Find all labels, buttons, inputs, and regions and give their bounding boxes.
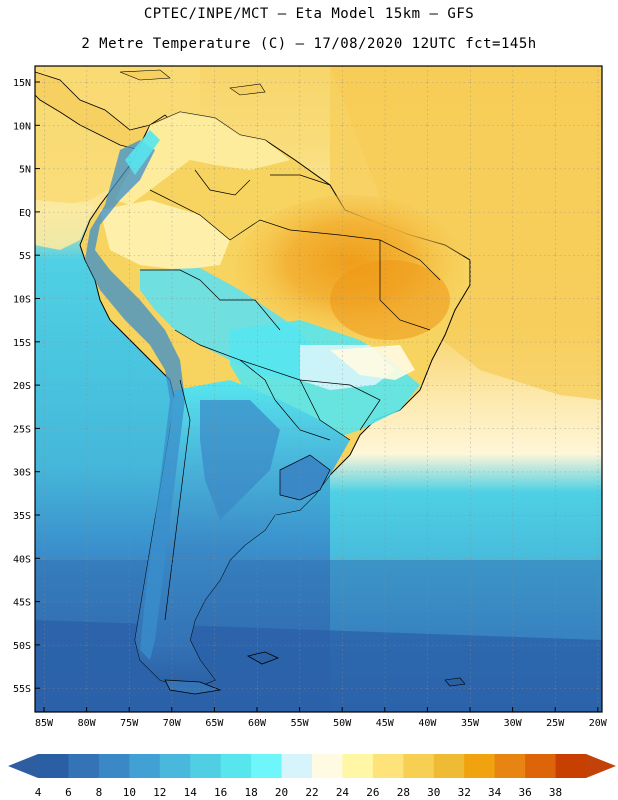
lon-tick-label: 80W — [78, 718, 97, 729]
lat-tick-label: 10S — [13, 295, 31, 306]
colorbar: 4 6 8 10 12 14 16 18 20 22 24 26 28 30 32 34 36 38 — [8, 754, 616, 799]
lat-tick-label: 25S — [13, 424, 31, 435]
lat-tick-label: 55S — [13, 684, 31, 695]
title-line-2: 2 Metre Temperature (C) – 17/08/2020 12U… — [81, 36, 537, 52]
colorbar-label: 28 — [397, 786, 410, 799]
colorbar-label: 22 — [305, 786, 318, 799]
map-plot-area — [35, 66, 602, 712]
colorbar-swatch — [403, 754, 435, 778]
colorbar-swatch — [159, 754, 191, 778]
lat-tick-label: 20S — [13, 381, 31, 392]
lat-tick-label: 50S — [13, 641, 31, 652]
lat-tick-label: 45S — [13, 598, 31, 609]
lon-tick-label: 60W — [248, 718, 267, 729]
colorbar-label: 14 — [184, 786, 198, 799]
lon-tick-label: 20W — [589, 718, 608, 729]
colorbar-swatch — [38, 754, 69, 778]
longitude-ticks: 85W 80W 75W 70W 65W 60W 55W 50W 45W 40W 35W 30W 25W 2… — [35, 707, 608, 729]
lon-tick-label: 65W — [205, 718, 224, 729]
lon-tick-label: 75W — [120, 718, 139, 729]
lat-tick-label: 15N — [13, 78, 31, 89]
colorbar-swatch — [129, 754, 161, 778]
colorbar-swatch — [555, 754, 587, 778]
colorbar-label: 26 — [366, 786, 379, 799]
colorbar-label: 6 — [65, 786, 72, 799]
lat-tick-label: EQ — [19, 208, 31, 219]
lon-tick-label: 45W — [376, 718, 395, 729]
colorbar-swatch — [251, 754, 283, 778]
latitude-ticks: 15N 10N 5N EQ 5S 10S 15S 20S 25S 30S 35S 40S 45S 50S 5… — [13, 78, 40, 695]
lon-tick-label: 85W — [35, 718, 54, 729]
colorbar-swatch — [494, 754, 526, 778]
map-frame — [34, 65, 603, 713]
colorbar-label: 24 — [336, 786, 350, 799]
colorbar-label: 18 — [244, 786, 257, 799]
colorbar-label: 8 — [96, 786, 103, 799]
lat-tick-label: 35S — [13, 511, 31, 522]
colorbar-swatch — [464, 754, 496, 778]
colorbar-swatch — [433, 754, 465, 778]
colorbar-swatch — [68, 754, 100, 778]
lat-tick-label: 10N — [13, 121, 31, 132]
colorbar-low-arrow — [8, 754, 38, 778]
colorbar-swatch — [190, 754, 222, 778]
colorbar-label: 38 — [549, 786, 562, 799]
lon-tick-label: 35W — [461, 718, 480, 729]
colorbar-label: 32 — [458, 786, 471, 799]
colorbar-label: 12 — [153, 786, 166, 799]
colorbar-swatch — [372, 754, 404, 778]
colorbar-swatch — [98, 754, 130, 778]
colorbar-label: 16 — [214, 786, 227, 799]
colorbar-swatch — [342, 754, 374, 778]
lon-tick-label: 70W — [163, 718, 182, 729]
lat-tick-label: 40S — [13, 554, 31, 565]
colorbar-label: 4 — [35, 786, 42, 799]
colorbar-label: 10 — [123, 786, 136, 799]
colorbar-label: 34 — [488, 786, 502, 799]
lat-tick-label: 5S — [19, 251, 31, 262]
lat-tick-label: 5N — [19, 165, 31, 176]
lon-tick-label: 40W — [418, 718, 437, 729]
colorbar-label: 30 — [427, 786, 440, 799]
colorbar-swatch — [220, 754, 252, 778]
title-line-1: CPTEC/INPE/MCT – Eta Model 15km – GFS — [143, 6, 475, 22]
colorbar-swatch — [525, 754, 557, 778]
colorbar-swatch — [312, 754, 343, 778]
graticule — [35, 66, 602, 712]
lon-tick-label: 25W — [546, 718, 565, 729]
lat-tick-label: 15S — [13, 338, 31, 349]
lon-tick-label: 30W — [504, 718, 523, 729]
lat-tick-label: 30S — [13, 468, 31, 479]
colorbar-swatch — [281, 754, 313, 778]
lon-tick-label: 50W — [333, 718, 352, 729]
colorbar-label: 36 — [518, 786, 531, 799]
lon-tick-label: 55W — [291, 718, 310, 729]
colorbar-high-arrow — [586, 754, 616, 778]
colorbar-label: 20 — [275, 786, 288, 799]
